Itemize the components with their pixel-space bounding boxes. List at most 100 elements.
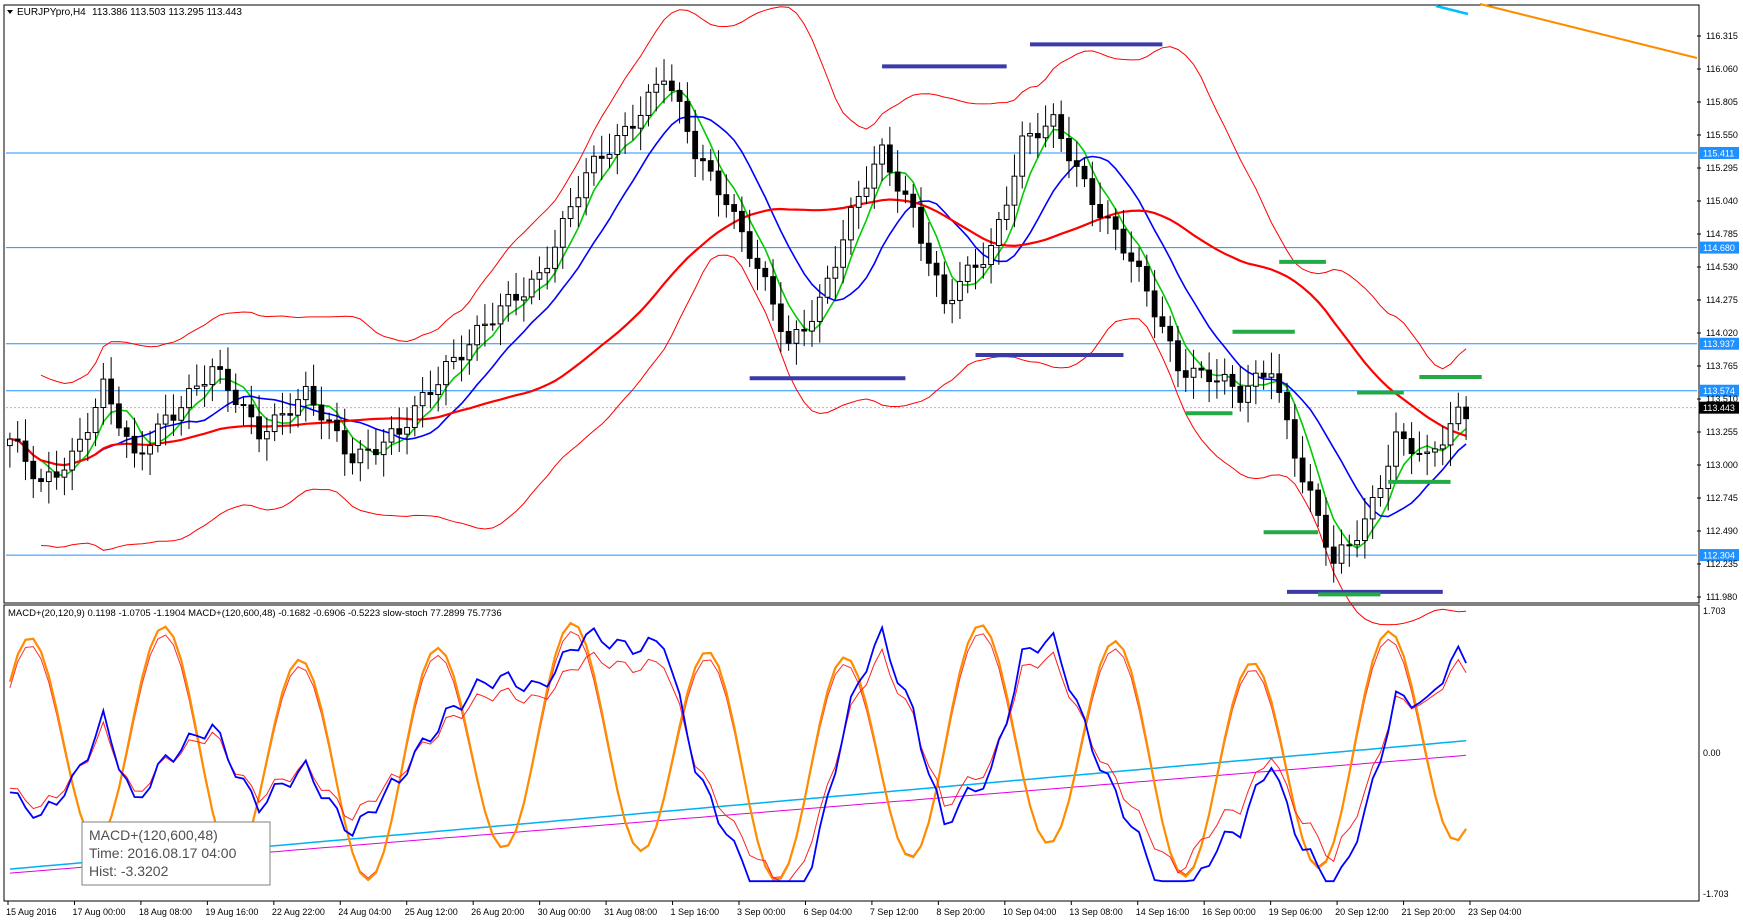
price-tick-label: 115.805 — [1706, 97, 1738, 107]
bullish-candle — [178, 407, 185, 421]
bearish-candle — [700, 158, 706, 162]
bullish-candle — [186, 388, 192, 409]
bullish-candle — [162, 414, 169, 425]
bullish-candle — [840, 239, 847, 268]
bullish-candle — [77, 438, 83, 452]
bullish-candle — [637, 114, 644, 129]
bullish-candle — [1338, 544, 1345, 564]
orange-trend-line[interactable] — [1479, 3, 1698, 59]
bearish-candle — [941, 274, 948, 305]
time-tick-label: 16 Sep 00:00 — [1202, 907, 1256, 917]
bearish-candle — [287, 413, 294, 416]
bearish-candle — [707, 160, 714, 172]
bearish-candle — [1034, 133, 1041, 139]
bullish-candle — [622, 125, 628, 137]
time-tick-label: 8 Sep 20:00 — [936, 907, 985, 917]
bearish-candle — [746, 231, 753, 259]
bullish-candle — [957, 280, 963, 301]
bullish-candle — [1439, 444, 1446, 450]
bearish-candle — [458, 356, 465, 361]
bearish-candle — [910, 193, 917, 208]
time-tick-label: 18 Aug 08:00 — [139, 907, 192, 917]
bullish-candle — [154, 423, 161, 447]
bullish-candle — [209, 366, 216, 386]
bullish-candle — [84, 432, 91, 440]
bearish-candle — [1229, 373, 1236, 387]
bearish-candle — [53, 471, 60, 478]
bullish-candle — [567, 206, 574, 220]
bearish-candle — [933, 262, 940, 276]
bullish-candle — [100, 378, 107, 409]
current-price-tag — [1699, 401, 1739, 414]
bullish-candle — [1268, 373, 1275, 378]
bearish-candle — [1237, 385, 1244, 403]
time-axis: 15 Aug 2016 17 Aug 00:00 18 Aug 08:00 19 Au… — [6, 901, 1522, 917]
bullish-candle — [832, 266, 839, 279]
bullish-candle — [1416, 452, 1423, 455]
bullish-candle — [1354, 540, 1360, 546]
price-tick-label: 111.980 — [1706, 592, 1737, 602]
bullish-candle — [7, 438, 13, 447]
level-price-tag — [1699, 241, 1739, 254]
bullish-candle — [1019, 135, 1026, 177]
tooltip-line-1: MACD+(120,600,48) — [89, 827, 218, 843]
price-tick-label: 116.060 — [1706, 64, 1738, 74]
time-tick-label: 30 Aug 00:00 — [538, 907, 591, 917]
bollinger-bands — [40, 6, 1467, 626]
bearish-candle — [1284, 391, 1290, 421]
price-tick-label: 115.550 — [1706, 130, 1738, 140]
bullish-candle — [653, 83, 660, 93]
level-price-label: 115.411 — [1703, 148, 1734, 158]
bearish-candle — [217, 366, 224, 370]
bullish-candle — [92, 407, 99, 434]
bullish-candle — [824, 277, 831, 298]
bullish-candle — [419, 392, 426, 407]
bullish-candle — [404, 426, 410, 435]
bearish-candle — [1081, 165, 1088, 180]
bearish-candle — [692, 130, 699, 160]
mid-ma-line — [9, 115, 1467, 518]
bearish-candle — [684, 100, 691, 132]
bullish-candle — [848, 206, 854, 241]
bullish-candle — [147, 445, 153, 455]
chevron-down-icon[interactable] — [7, 10, 13, 14]
bearish-candle — [1097, 204, 1104, 219]
bearish-candle — [334, 419, 340, 432]
bullish-candle — [1447, 423, 1454, 446]
bullish-candle — [536, 272, 543, 280]
cyan-trend-line[interactable] — [1435, 4, 1469, 16]
bearish-candle — [38, 478, 44, 483]
bearish-candle — [365, 448, 372, 451]
bullish-candle — [1245, 385, 1251, 403]
bearish-candle — [1206, 369, 1213, 383]
price-tick-label: 113.510 — [1706, 394, 1738, 404]
bullish-candle — [1050, 114, 1057, 127]
bullish-candle — [1385, 465, 1392, 490]
price-tick-label: 113.765 — [1706, 361, 1738, 371]
time-tick-label: 13 Sep 08:00 — [1069, 907, 1123, 917]
price-axis: 116.315 116.060 115.805 115.550 115.295 115.0… — [1697, 31, 1738, 602]
bullish-candle — [855, 195, 862, 208]
bullish-candle — [1377, 488, 1384, 498]
bullish-candle — [575, 197, 582, 208]
bearish-candle — [777, 303, 784, 332]
bullish-candle — [1432, 448, 1438, 453]
bearish-candle — [427, 392, 434, 396]
bullish-candle — [271, 414, 278, 433]
bullish-candle — [45, 471, 52, 483]
time-tick-label: 22 Aug 22:00 — [272, 907, 325, 917]
macd-panel-frame — [3, 604, 1700, 902]
bullish-candle — [1027, 133, 1033, 137]
bearish-candle — [801, 329, 808, 332]
level-price-tag — [1699, 146, 1739, 159]
bullish-candle — [1214, 380, 1220, 383]
bullish-candle — [1361, 518, 1368, 542]
bullish-candle — [505, 293, 512, 307]
bullish-candle — [1252, 372, 1259, 387]
price-tick-label: 113.255 — [1706, 427, 1738, 437]
bullish-candle — [466, 344, 473, 361]
bullish-candle — [816, 296, 823, 322]
bearish-candle — [723, 194, 730, 206]
bullish-candle — [474, 324, 481, 346]
